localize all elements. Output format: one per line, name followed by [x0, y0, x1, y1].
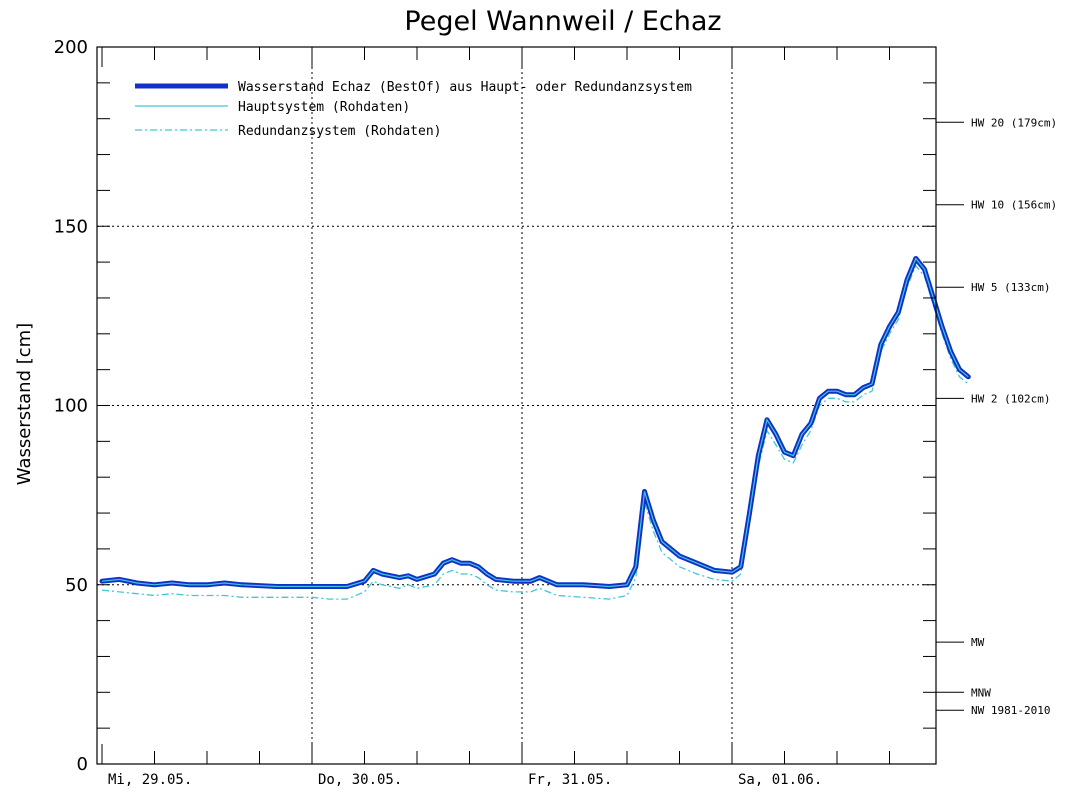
series-layer [99, 256, 971, 600]
threshold-label: MW [971, 636, 985, 649]
threshold-label: HW 20 (179cm) [971, 116, 1057, 129]
series-hauptsystem [101, 257, 969, 588]
x-tick-label: Fr, 31.05. [528, 772, 612, 788]
grid-lines [97, 47, 936, 764]
y-axis-label: Wasserstand [cm] [14, 323, 35, 485]
x-tick-label: Mi, 29.05. [108, 772, 192, 788]
series-bestof [99, 256, 971, 589]
threshold-label: HW 10 (156cm) [971, 199, 1057, 212]
threshold-markers: HW 20 (179cm) HW 10 (156cm) HW 5 (133cm) HW… [936, 116, 1057, 717]
y-tick-label: 50 [65, 575, 88, 596]
y-tick-label: 0 [77, 754, 88, 775]
y-tick-label: 200 [54, 37, 88, 58]
y-tick-labels: 0 50 100 150 200 [54, 37, 88, 775]
legend: Wasserstand Echaz (BestOf) aus Haupt- od… [135, 80, 692, 139]
axis-ticks [97, 46, 936, 765]
threshold-label: MNW [971, 686, 991, 699]
chart-title: Pegel Wannweil / Echaz [404, 6, 721, 37]
x-tick-labels: Mi, 29.05. Do, 30.05. Fr, 31.05. Sa, 01.06. [108, 772, 822, 788]
threshold-label: NW 1981-2010 [971, 704, 1050, 717]
y-tick-label: 150 [54, 216, 88, 237]
legend-label: Redundanzsystem (Rohdaten) [238, 124, 442, 139]
x-tick-label: Do, 30.05. [318, 772, 402, 788]
series-redundanzsystem [101, 264, 969, 600]
y-tick-label: 100 [54, 396, 88, 417]
x-tick-label: Sa, 01.06. [738, 772, 822, 788]
legend-label: Wasserstand Echaz (BestOf) aus Haupt- od… [238, 80, 692, 95]
legend-label: Hauptsystem (Rohdaten) [238, 100, 410, 115]
threshold-label: HW 5 (133cm) [971, 281, 1050, 294]
threshold-label: HW 2 (102cm) [971, 392, 1050, 405]
